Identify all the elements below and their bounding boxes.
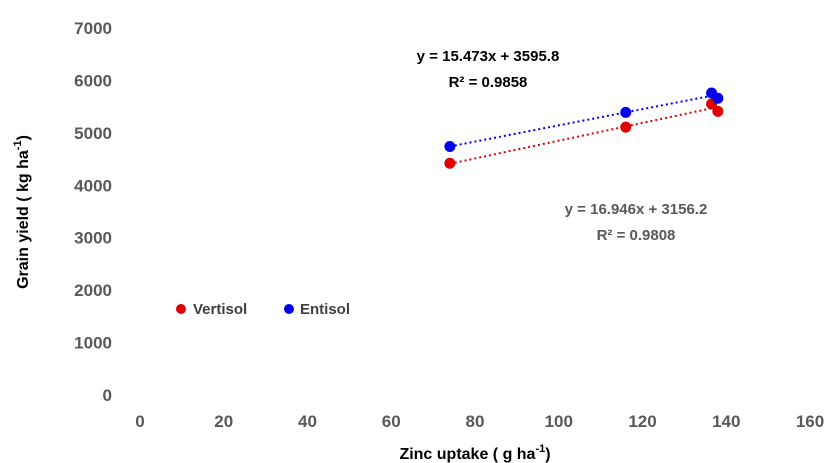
y-tick-label: 1000 (74, 334, 112, 353)
x-tick-label: 120 (628, 412, 656, 431)
trendline-entisol (449, 93, 719, 148)
x-tick-label: 140 (712, 412, 740, 431)
point-entisol (712, 92, 724, 104)
y-tick-label: 6000 (74, 71, 112, 90)
trendlines (449, 93, 719, 165)
y-tick-label: 4000 (74, 176, 112, 195)
y-tick-label: 7000 (74, 19, 112, 38)
y-axis-title: Grain yield ( kg ha-1) (12, 135, 32, 289)
y-tick-label: 2000 (74, 281, 112, 300)
x-tick-label: 40 (298, 412, 317, 431)
trendline-vertisol (449, 105, 719, 165)
y-axis-ticks: 0 1000 2000 3000 4000 5000 6000 7000 (74, 19, 112, 405)
y-tick-label: 3000 (74, 229, 112, 248)
x-tick-label: 80 (466, 412, 485, 431)
x-axis-ticks: 0 20 40 60 80 100 120 140 160 (135, 412, 824, 431)
legend-item-vertisol: Vertisol (176, 301, 247, 318)
vertisol-r2: R² = 0.9808 (597, 227, 676, 244)
point-vertisol (620, 121, 632, 133)
point-vertisol (444, 157, 456, 169)
legend: Vertisol Entisol (176, 301, 350, 318)
legend-label-entisol: Entisol (300, 301, 350, 318)
x-tick-label: 160 (796, 412, 824, 431)
x-tick-label: 60 (382, 412, 401, 431)
entisol-equation: y = 15.473x + 3595.8 (417, 48, 560, 65)
entisol-r2: R² = 0.9858 (449, 74, 528, 91)
legend-item-entisol: Entisol (284, 301, 350, 318)
y-tick-label: 5000 (74, 124, 112, 143)
vertisol-equation-label: y = 16.946x + 3156.2 R² = 0.9808 (565, 201, 708, 244)
point-entisol (444, 140, 456, 152)
legend-marker-vertisol (176, 304, 186, 314)
vertisol-equation: y = 16.946x + 3156.2 (565, 201, 708, 218)
entisol-equation-label: y = 15.473x + 3595.8 R² = 0.9858 (417, 48, 560, 91)
data-points (444, 87, 724, 169)
legend-label-vertisol: Vertisol (193, 301, 247, 318)
x-tick-label: 20 (214, 412, 233, 431)
point-vertisol (712, 105, 724, 117)
y-tick-label: 0 (103, 386, 112, 405)
x-tick-label: 100 (545, 412, 573, 431)
x-axis-title: Zinc uptake ( g ha-1) (399, 443, 550, 463)
x-tick-label: 0 (135, 412, 144, 431)
point-entisol (620, 106, 632, 118)
legend-marker-entisol (284, 304, 294, 314)
